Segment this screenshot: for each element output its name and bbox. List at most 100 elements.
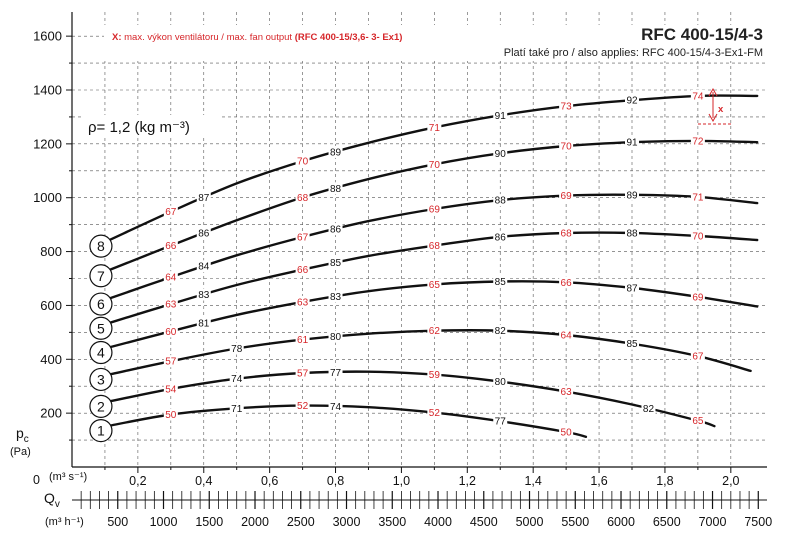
curve-number-circle: [89, 394, 113, 418]
efficiency-label-background: [328, 290, 343, 303]
x-tick-label: 1,8: [656, 474, 673, 488]
grid: [72, 12, 767, 467]
y-tick-label: 400: [40, 352, 62, 367]
sound-level-label-background: [559, 425, 574, 438]
curve-number-circle: [89, 292, 113, 316]
efficiency-label: 88: [495, 196, 507, 207]
efficiency-label: 82: [495, 326, 507, 337]
secondary-tick-label: 1000: [150, 515, 178, 529]
efficiency-label-background: [493, 275, 508, 288]
curve-number-circle: [89, 367, 113, 392]
sound-level-label-background: [559, 140, 574, 153]
x-tick-label: 0,2: [129, 474, 146, 488]
sound-level-label-background: [559, 329, 574, 342]
x-tick-label: 2,0: [722, 474, 739, 488]
efficiency-label-background: [328, 256, 343, 269]
curve-number-label: 6: [97, 296, 105, 312]
sound-level-label: 71: [692, 192, 704, 203]
chart-subtitle: Platí také pro / also applies: RFC 400-1…: [504, 47, 763, 59]
curve-number-circle: [89, 419, 113, 443]
y-tick-label: 1400: [33, 83, 62, 98]
efficiency-label: 89: [626, 190, 638, 201]
secondary-tick-label: 1500: [195, 515, 223, 529]
sound-level-label-background: [295, 295, 310, 308]
efficiency-label: 89: [330, 147, 342, 158]
sound-level-label-background: [690, 350, 705, 363]
sound-level-label-background: [427, 324, 442, 337]
x-tick-label: 1,2: [459, 474, 476, 488]
y-axis-label: pc: [16, 425, 29, 445]
y-tick-label: 1200: [33, 136, 62, 151]
sound-level-label-background: [690, 89, 705, 102]
sound-level-label: 59: [429, 370, 441, 381]
sound-level-label: 52: [297, 401, 309, 412]
sound-level-label: 67: [297, 233, 309, 244]
efficiency-label-background: [229, 402, 244, 415]
sound-level-label: 65: [429, 280, 441, 291]
sound-level-label-background: [163, 239, 178, 252]
secondary-tick-label: 4000: [424, 515, 452, 529]
sound-level-label: 74: [692, 91, 704, 102]
secondary-tick-label: 7000: [699, 515, 727, 529]
sound-level-label: 67: [165, 207, 177, 218]
efficiency-label-background: [196, 226, 211, 239]
sound-level-label-background: [690, 190, 705, 203]
efficiency-label: 74: [231, 374, 243, 385]
sound-level-label: 72: [692, 136, 704, 147]
efficiency-label: 83: [198, 290, 210, 301]
secondary-tick-label: 500: [107, 515, 128, 529]
efficiency-label-background: [328, 366, 343, 379]
sound-level-label-background: [163, 271, 178, 284]
efficiency-label-background: [196, 317, 211, 330]
sound-level-label: 63: [561, 387, 573, 398]
sound-level-label-background: [690, 290, 705, 303]
sound-level-label: 57: [165, 357, 177, 368]
sound-level-label: 69: [429, 205, 441, 216]
sound-level-label: 68: [297, 193, 309, 204]
sound-level-label-background: [427, 278, 442, 291]
sound-level-label: 63: [165, 300, 177, 311]
efficiency-label: 85: [330, 258, 342, 269]
efficiency-label: 86: [330, 225, 342, 236]
y-tick-label: 600: [40, 298, 62, 313]
efficiency-label-background: [493, 415, 508, 428]
sound-level-label: 67: [692, 352, 704, 363]
sound-level-label-background: [163, 382, 178, 395]
efficiency-label-background: [328, 330, 343, 343]
efficiency-label: 87: [626, 283, 638, 294]
x-tick-label: 0,8: [327, 474, 344, 488]
sound-level-label-background: [163, 205, 178, 218]
curve-number-label: 5: [97, 320, 105, 336]
sound-level-label-background: [427, 406, 442, 419]
efficiency-label: 77: [495, 417, 507, 428]
sound-level-label: 57: [297, 369, 309, 380]
secondary-tick-label: 7500: [744, 515, 772, 529]
efficiency-label: 71: [231, 404, 243, 415]
efficiency-label: 91: [495, 111, 507, 122]
secondary-tick-label: 5000: [516, 515, 544, 529]
y-tick-label: 200: [40, 406, 62, 421]
efficiency-label: 87: [198, 193, 210, 204]
secondary-tick-label: 3500: [378, 515, 406, 529]
sound-level-label-background: [163, 325, 178, 338]
x-axis-unit: (m³ s⁻¹): [49, 471, 87, 483]
efficiency-label-background: [625, 337, 639, 350]
curve-number-label: 4: [97, 345, 105, 361]
sound-level-label-background: [427, 121, 442, 134]
efficiency-label-background: [196, 288, 211, 301]
efficiency-label: 74: [330, 402, 342, 413]
efficiency-label: 88: [330, 184, 342, 195]
sound-level-label: 54: [165, 384, 177, 395]
sound-level-label-background: [295, 155, 310, 168]
sound-level-label-background: [163, 298, 178, 311]
sound-level-label-background: [295, 263, 310, 276]
efficiency-label-background: [229, 372, 244, 385]
sound-level-label: 62: [429, 326, 441, 337]
sound-level-label: 70: [297, 157, 309, 168]
secondary-tick-label: 2500: [287, 515, 315, 529]
efficiency-label: 90: [495, 149, 507, 160]
secondary-tick-label: 3000: [333, 515, 361, 529]
y-axis-unit: (Pa): [10, 446, 31, 458]
